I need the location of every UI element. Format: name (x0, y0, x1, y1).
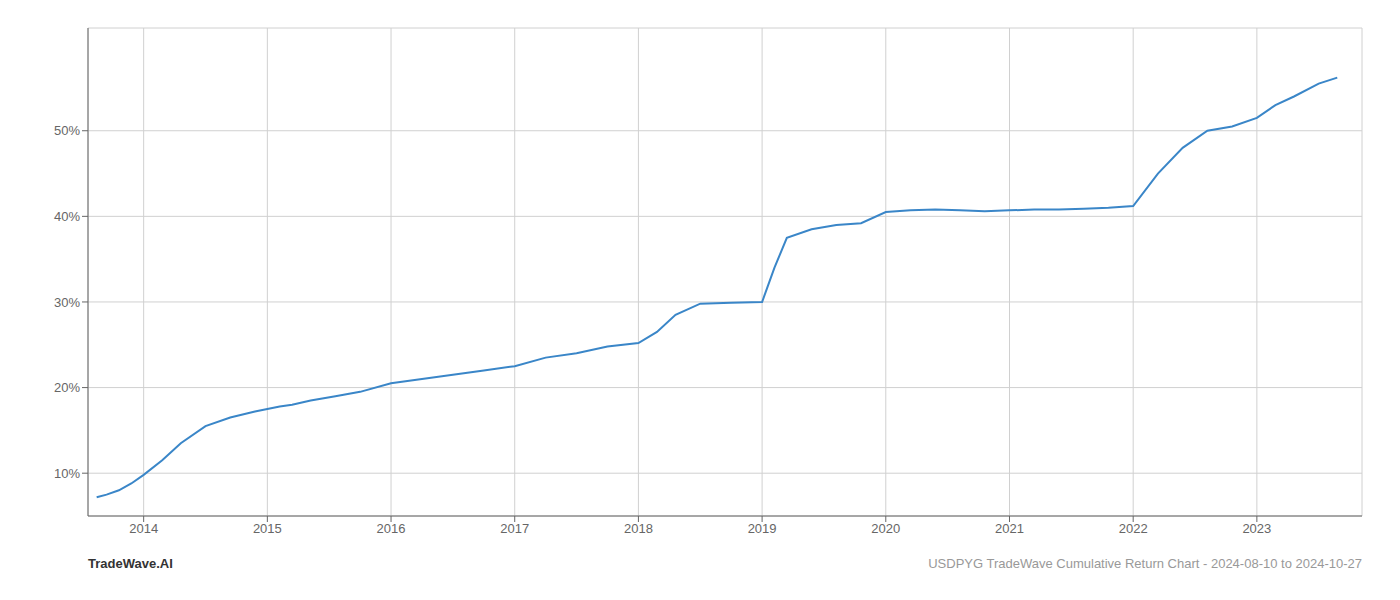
html-text:TradeWave.AI: TradeWave.AI (88, 556, 173, 571)
svg-text:20%: 20% (54, 380, 80, 395)
svg-text:40%: 40% (54, 209, 80, 224)
svg-text:2020: 2020 (871, 521, 900, 536)
svg-text:50%: 50% (54, 123, 80, 138)
svg-text:2017: 2017 (500, 521, 529, 536)
svg-text:10%: 10% (54, 466, 80, 481)
svg-text:2023: 2023 (1242, 521, 1271, 536)
svg-text:2016: 2016 (377, 521, 406, 536)
svg-text:2014: 2014 (129, 521, 158, 536)
svg-text:2018: 2018 (624, 521, 653, 536)
svg-text:30%: 30% (54, 295, 80, 310)
svg-text:2019: 2019 (748, 521, 777, 536)
svg-text:2015: 2015 (253, 521, 282, 536)
svg-text:2021: 2021 (995, 521, 1024, 536)
html-text:USDPYG TradeWave Cumulative Re: USDPYG TradeWave Cumulative Return Chart… (928, 556, 1362, 571)
svg-text:2022: 2022 (1119, 521, 1148, 536)
